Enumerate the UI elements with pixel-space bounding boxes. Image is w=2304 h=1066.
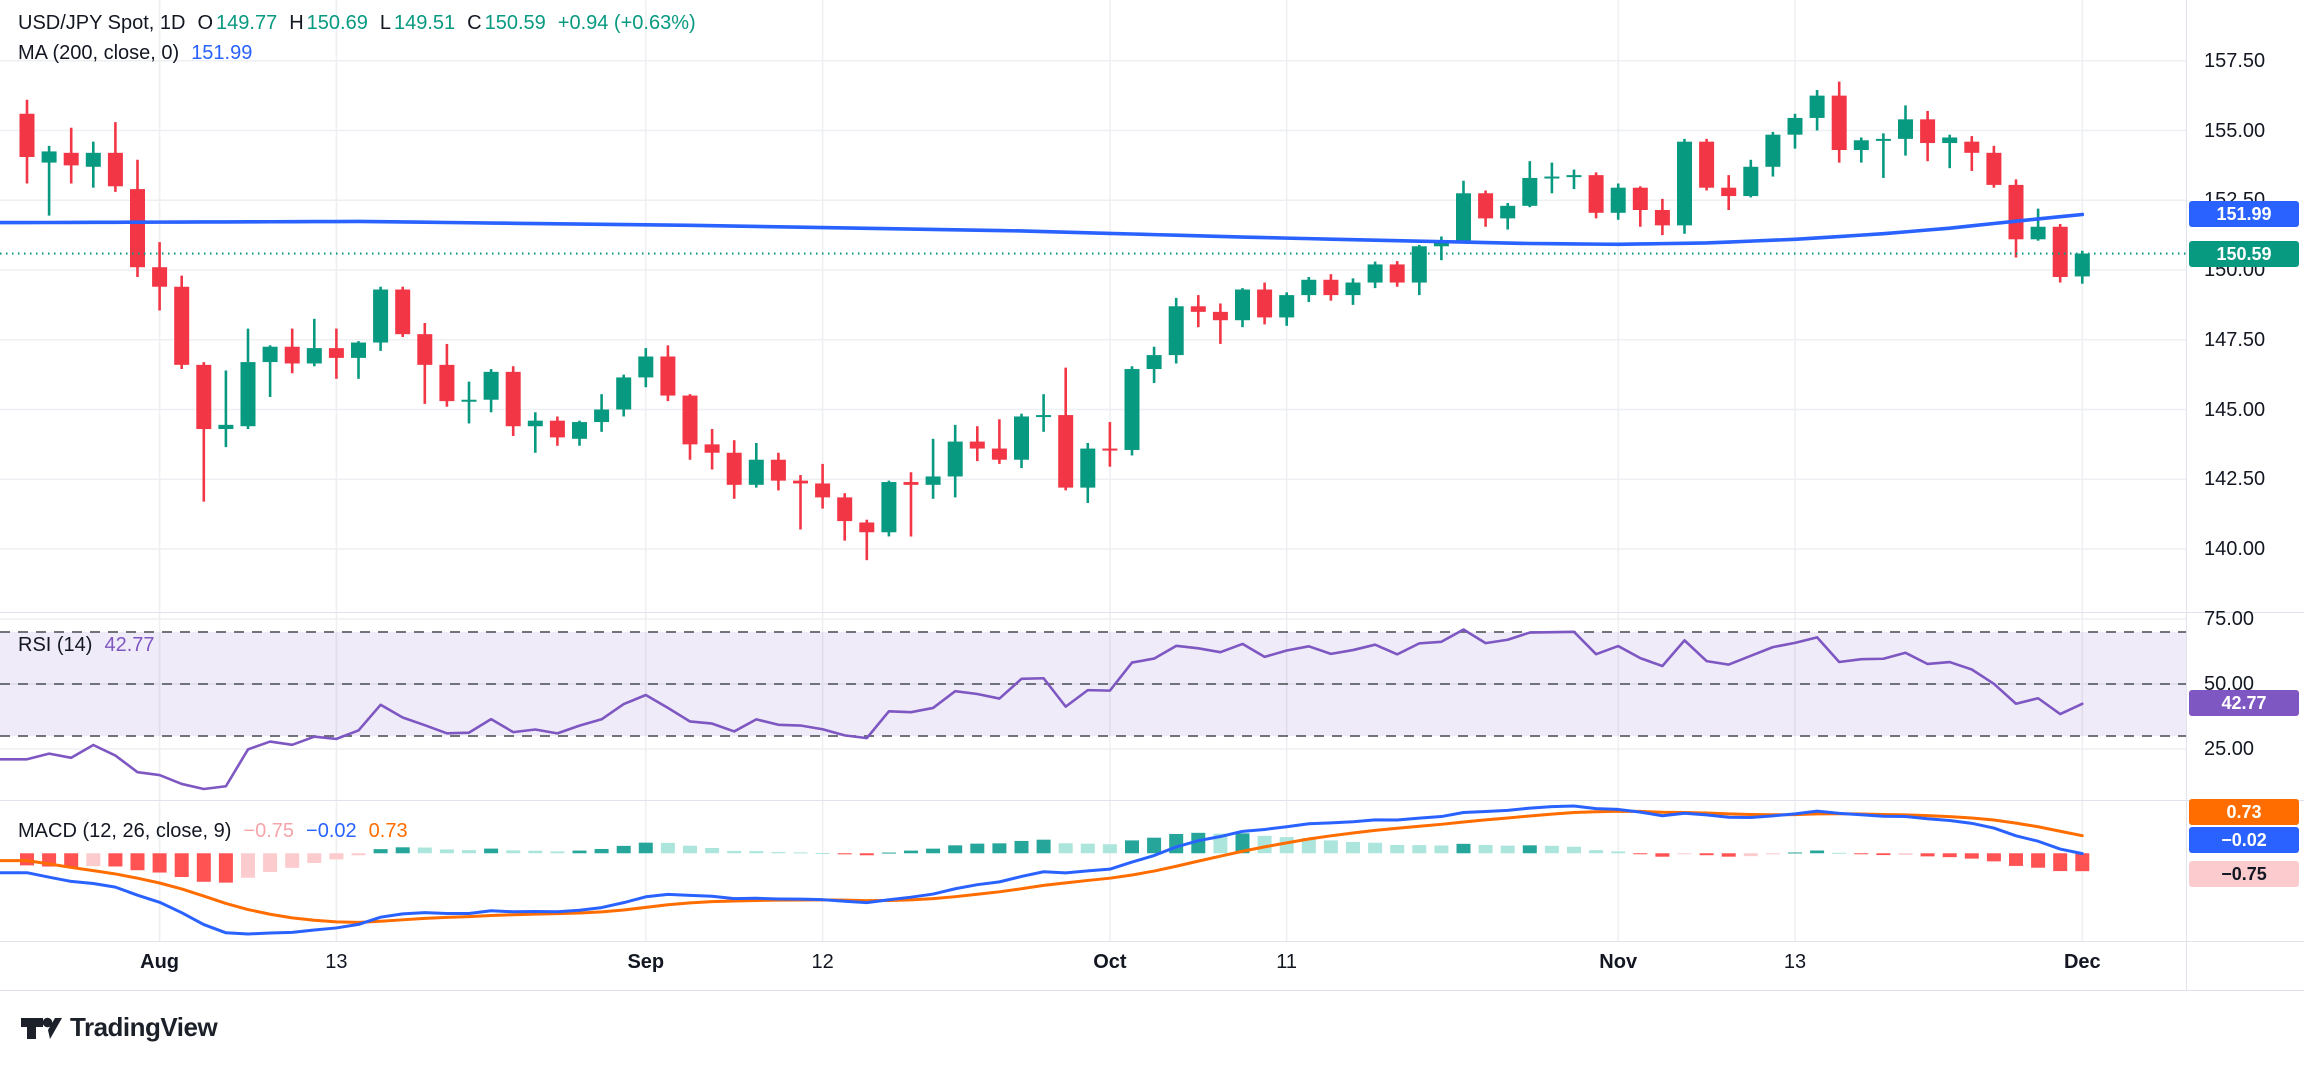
open-value: 149.77 (216, 12, 278, 34)
ohlc-close: C 150.59 (467, 12, 546, 35)
macd-hist-value: −0.75 (243, 820, 295, 842)
macd-hist-badge: −0.75 (2189, 861, 2299, 887)
macd-signal-badge: 0.73 (2189, 799, 2299, 825)
ma-value: 151.99 (191, 42, 253, 64)
close-value: 150.59 (484, 12, 546, 34)
price-axis-label: 145.00 (2204, 398, 2266, 421)
ohlc-open: O 149.77 (197, 12, 277, 35)
rsi-band-layer (0, 631, 2186, 737)
time-axis-label: 11 (1276, 951, 1298, 973)
tradingview-brand-text: TradingView (70, 1012, 218, 1042)
price-axis-label: 142.50 (2204, 468, 2266, 491)
price-axis-label: 157.50 (2204, 49, 2266, 72)
close-label: C (467, 12, 482, 34)
time-axis-label: 13 (325, 951, 348, 973)
time-axis-label: Dec (2063, 951, 2101, 973)
rsi-axis-label: 25.00 (2204, 738, 2255, 760)
symbol-legend[interactable]: USD/JPY Spot, 1D O 149.77 H 150.69 L 149… (18, 12, 696, 35)
time-axis-label: Aug (140, 951, 180, 973)
ma-legend[interactable]: MA (200, close, 0) 151.99 (18, 42, 252, 65)
macd-line-value: −0.02 (306, 820, 357, 842)
low-label: L (379, 12, 391, 34)
rsi-label: RSI (14) (18, 634, 93, 656)
time-axis-label: Sep (627, 951, 665, 973)
ohlc-low: L 149.51 (380, 12, 455, 35)
symbol-title: USD/JPY Spot, 1D (18, 12, 186, 34)
rsi-value-badge: 42.77 (2189, 689, 2299, 716)
separators-layer (0, 0, 2304, 991)
change-value: +0.94 (+0.63%) (557, 12, 696, 34)
macd-legend[interactable]: MACD (12, 26, close, 9) −0.75 −0.02 0.73 (18, 820, 408, 843)
rsi-axis-label: 50.00 (2204, 673, 2255, 695)
time-axis-label: 12 (811, 951, 834, 973)
ma-line-layer (0, 212, 2085, 247)
tradingview-attribution-link[interactable]: TradingView (20, 1012, 218, 1043)
high-value: 150.69 (306, 12, 368, 34)
time-axis-label: 13 (1783, 951, 1807, 973)
tradingview-logo-icon (21, 1017, 62, 1039)
rsi-line-layer (0, 628, 2084, 791)
candles-layer (19, 81, 2090, 561)
rsi-legend[interactable]: RSI (14) 42.77 (18, 634, 155, 657)
rsi-axis-label: 75.00 (2204, 608, 2255, 630)
macd-lines-layer (0, 804, 2084, 936)
rsi-value: 42.77 (104, 634, 155, 656)
price-axis-label: 140.00 (2204, 538, 2266, 560)
low-value: 149.51 (393, 12, 456, 34)
open-label: O (197, 12, 214, 34)
gridlines-layer (0, 0, 2186, 941)
high-label: H (289, 12, 304, 34)
time-axis-label: Oct (1093, 951, 1127, 973)
macd-signal-value: 0.73 (368, 820, 408, 842)
ohlc-high: H 150.69 (289, 12, 368, 35)
time-axis-label: Nov (1599, 951, 1638, 973)
macd-histogram-layer (20, 832, 2090, 883)
macd-line-badge: −0.02 (2189, 827, 2299, 853)
last-price-badge: 150.59 (2189, 240, 2299, 267)
ma-label: MA (200, close, 0) (18, 42, 180, 64)
price-axis-label: 155.00 (2204, 119, 2266, 142)
ma-price-badge: 151.99 (2189, 201, 2299, 228)
macd-label: MACD (12, 26, close, 9) (18, 820, 232, 842)
price-axis-label: 147.50 (2204, 328, 2266, 351)
